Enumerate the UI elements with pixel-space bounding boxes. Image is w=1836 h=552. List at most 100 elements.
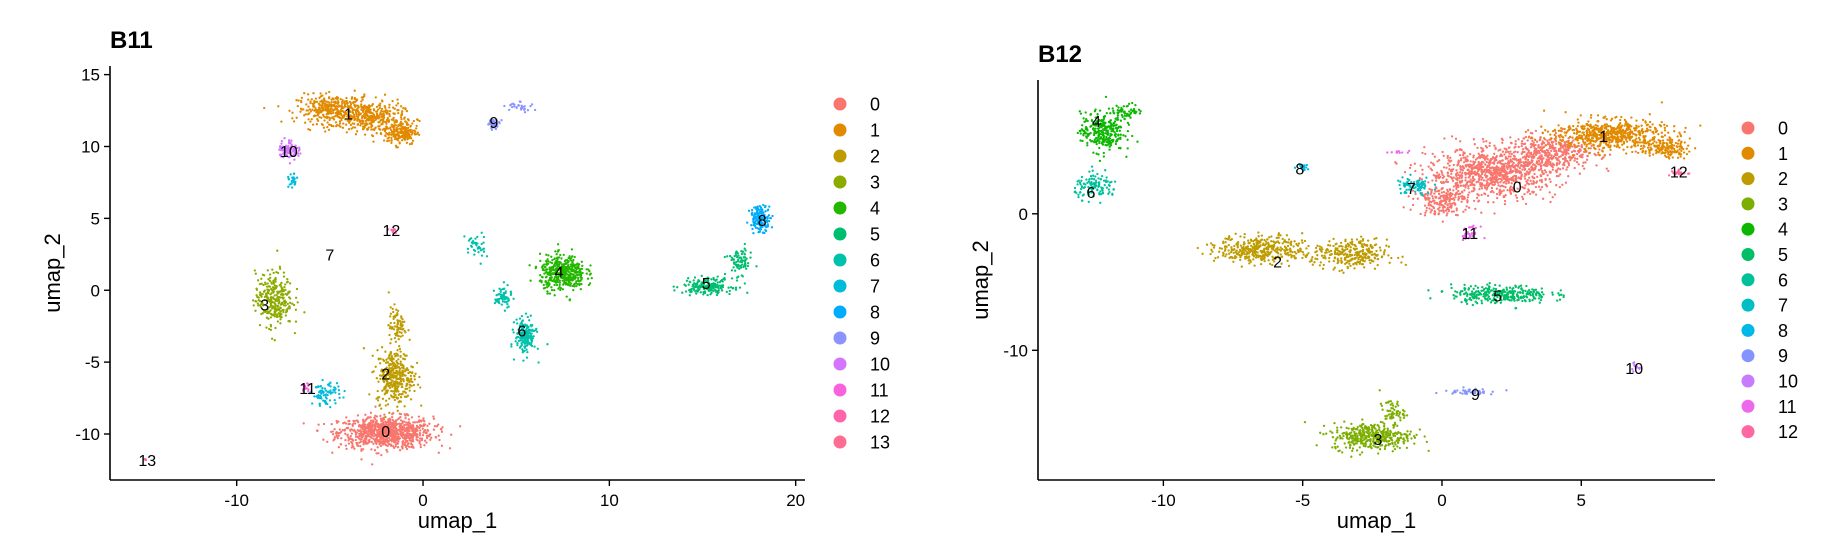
legend-label-9: 9 [870, 329, 880, 349]
legend-label-6: 6 [1778, 270, 1788, 290]
y-tick-label: -10 [1003, 341, 1028, 360]
legend-swatch-7 [833, 279, 847, 293]
legend-swatch-5 [833, 227, 847, 241]
legend-label-4: 4 [870, 199, 880, 219]
cluster-label-2: 2 [381, 367, 390, 384]
y-axis-title: umap_2 [968, 240, 993, 320]
x-tick-label: -10 [224, 491, 249, 510]
cluster-points-11 [301, 382, 310, 393]
legend-label-7: 7 [870, 277, 880, 297]
legend-swatch-6 [833, 253, 847, 267]
x-tick-label: 0 [1437, 491, 1446, 510]
legend-label-10: 10 [870, 355, 890, 375]
cluster-label-10: 10 [280, 144, 298, 161]
cluster-points-10 [1631, 361, 1642, 373]
legend-label-3: 3 [1778, 194, 1788, 214]
legend-swatch-4 [1741, 222, 1755, 236]
point-cloud [143, 89, 774, 466]
legend-label-8: 8 [1778, 321, 1788, 341]
legend-label-0: 0 [1778, 119, 1788, 139]
legend-label-12: 12 [870, 407, 890, 427]
cluster-points-9 [1435, 386, 1508, 396]
legend-label-1: 1 [1778, 144, 1788, 164]
cluster-label-5: 5 [702, 276, 711, 293]
legend-label-11: 11 [1778, 397, 1797, 417]
x-tick-label: 0 [418, 491, 427, 510]
x-tick-label: -10 [1151, 491, 1176, 510]
legend-swatch-9 [833, 331, 847, 345]
legend-swatch-11 [833, 383, 847, 397]
cluster-points-8 [746, 203, 774, 235]
legend-swatch-5 [1741, 248, 1755, 261]
legend-label-3: 3 [870, 173, 880, 193]
cluster-points-3 [251, 249, 306, 342]
cluster-points-7 [1397, 173, 1437, 197]
legend-label-6: 6 [870, 251, 880, 271]
cluster-points-4 [1076, 95, 1142, 163]
cluster-label-9: 9 [489, 115, 498, 132]
legend-swatch-11 [1741, 399, 1755, 413]
cluster-points-6 [1073, 165, 1117, 204]
legend-label-2: 2 [870, 147, 880, 167]
legend-label-1: 1 [870, 121, 880, 141]
cluster-points-1 [263, 89, 421, 149]
cluster-points-10 [278, 137, 302, 165]
cluster-label-1: 1 [344, 106, 353, 123]
legend-label-7: 7 [1778, 296, 1788, 316]
legend-swatch-2 [833, 149, 847, 163]
legend-label-10: 10 [1778, 372, 1798, 392]
cluster-points-4 [528, 243, 593, 302]
legend-swatch-12 [1741, 425, 1755, 439]
x-tick-label: -5 [1295, 491, 1310, 510]
x-axis-title: umap_1 [1337, 508, 1417, 533]
chart-title: B12 [1038, 41, 1082, 68]
cluster-points-2 [362, 291, 423, 419]
cluster-points-9 [487, 100, 537, 132]
cluster-label-7: 7 [325, 247, 334, 264]
cluster-label-8: 8 [758, 213, 767, 230]
cluster-points-3 [1303, 389, 1430, 458]
legend-label-4: 4 [1778, 220, 1788, 240]
legend-swatch-10 [833, 357, 847, 371]
cluster-label-3: 3 [1373, 432, 1382, 449]
cluster-label-5: 5 [1493, 289, 1502, 306]
legend-swatch-1 [1741, 146, 1755, 160]
legend-swatch-0 [1741, 121, 1755, 135]
y-tick-label: 10 [81, 138, 100, 157]
cluster-points-7 [287, 172, 346, 409]
cluster-label-3: 3 [260, 298, 269, 315]
x-axis-title: umap_1 [418, 508, 498, 533]
cluster-label-1: 1 [1599, 129, 1608, 146]
legend-label-5: 5 [870, 225, 880, 245]
legend-swatch-6 [1741, 273, 1755, 287]
legend-label-5: 5 [1778, 245, 1788, 265]
legend-swatch-13 [833, 435, 847, 449]
legend-swatch-3 [1741, 197, 1755, 211]
cluster-points-5 [1427, 282, 1565, 310]
cluster-points-11 [1386, 149, 1486, 242]
legend-label-12: 12 [1778, 422, 1798, 442]
cluster-label-11: 11 [1462, 226, 1479, 243]
cluster-points-12 [387, 227, 397, 235]
cluster-label-4: 4 [555, 265, 564, 282]
legend-label-2: 2 [1778, 169, 1788, 189]
legend-swatch-8 [833, 305, 847, 319]
cluster-points-5 [672, 242, 758, 297]
cluster-label-8: 8 [1295, 162, 1304, 179]
cluster-label-12: 12 [382, 223, 400, 240]
x-tick-label: 5 [1577, 491, 1586, 510]
cluster-label-10: 10 [1625, 361, 1643, 378]
x-tick-label: 20 [786, 491, 805, 510]
cluster-label-0: 0 [1513, 179, 1522, 196]
y-tick-label: 0 [91, 281, 100, 300]
legend-label-9: 9 [1778, 346, 1788, 366]
point-cloud [1073, 95, 1702, 458]
cluster-points-12 [1667, 168, 1691, 177]
cluster-points-6 [463, 231, 549, 364]
cluster-label-7: 7 [1407, 181, 1416, 198]
legend-swatch-8 [1741, 323, 1755, 337]
